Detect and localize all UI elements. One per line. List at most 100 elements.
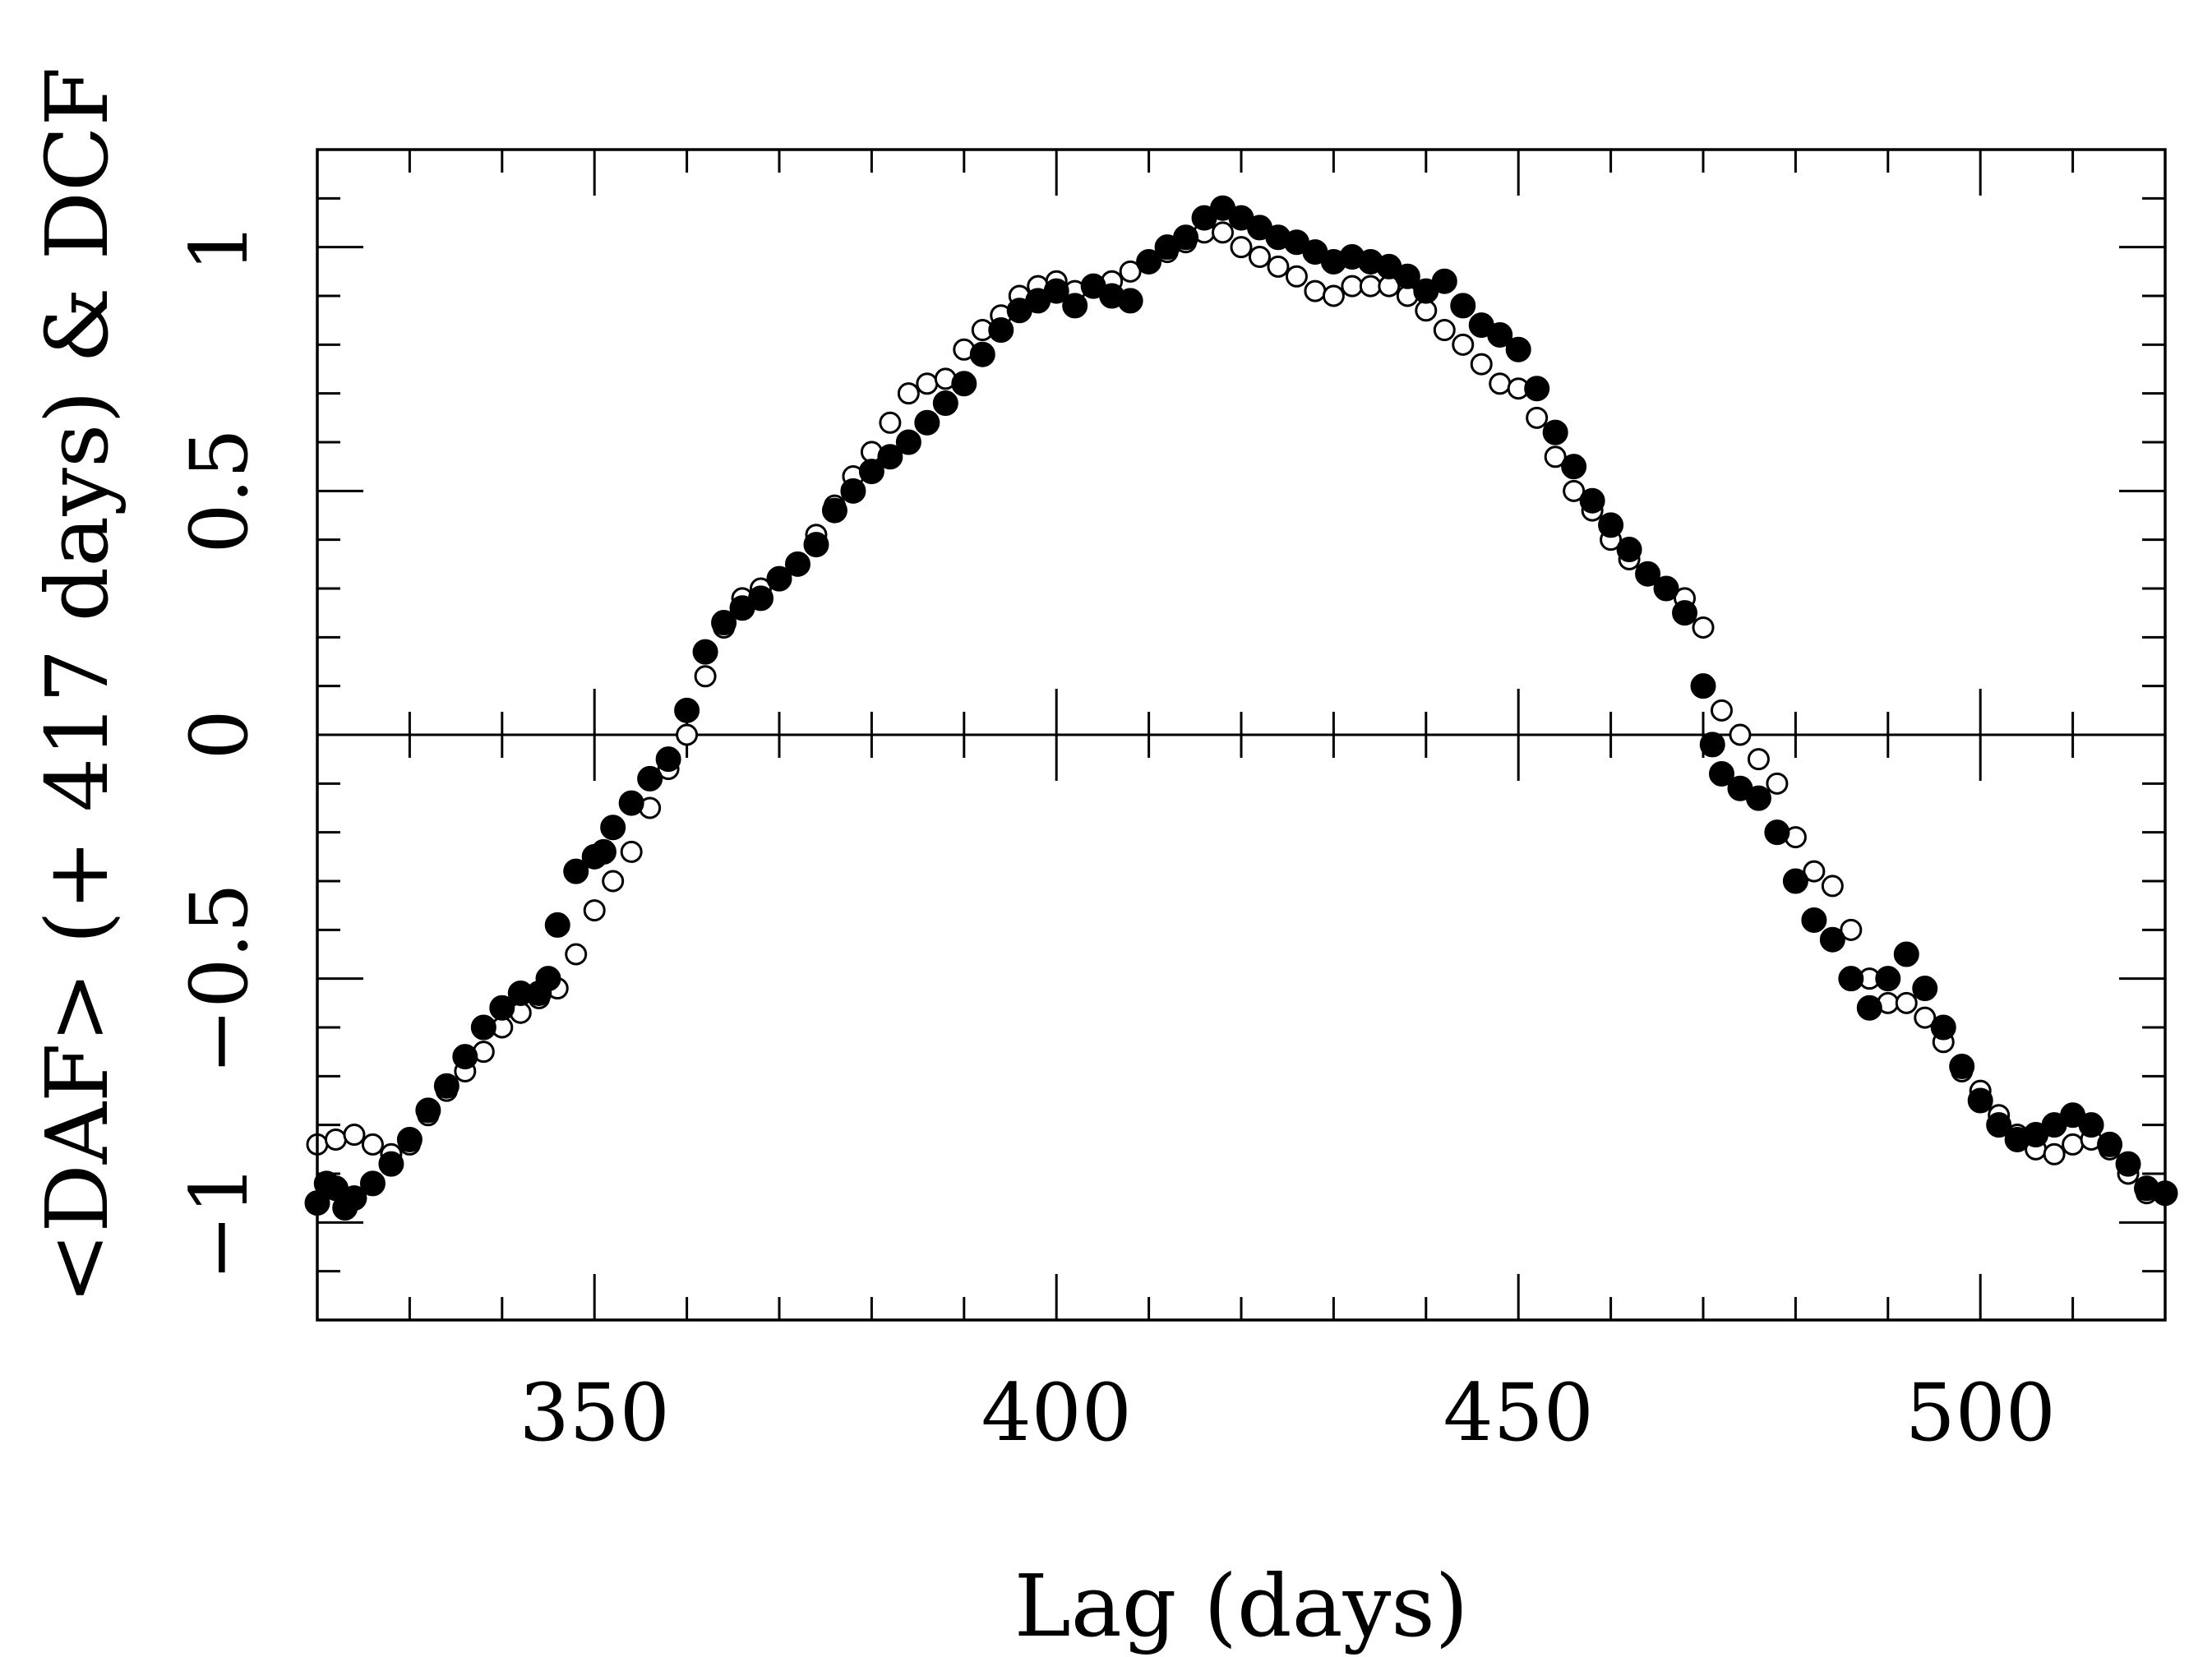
- open-data-point: [1692, 616, 1715, 639]
- filled-data-point: [1856, 995, 1882, 1021]
- filled-data-point: [1764, 819, 1790, 846]
- filled-data-point: [1598, 512, 1624, 538]
- filled-data-point: [1616, 537, 1642, 563]
- filled-data-point: [1819, 926, 1845, 953]
- filled-data-point: [452, 1044, 478, 1070]
- open-data-point: [1710, 699, 1733, 722]
- open-data-point: [361, 1133, 384, 1156]
- filled-data-point: [1893, 941, 1919, 967]
- open-data-point: [1433, 319, 1456, 342]
- filled-data-point: [563, 858, 589, 884]
- y-tick-label: 0: [173, 709, 266, 759]
- filled-data-point: [2115, 1151, 2141, 1177]
- filled-data-point: [914, 409, 940, 436]
- filled-data-point: [1487, 321, 1513, 348]
- open-data-point: [565, 943, 588, 966]
- open-data-point: [1914, 1006, 1937, 1029]
- open-data-point: [676, 723, 699, 746]
- filled-data-point: [821, 497, 847, 524]
- filled-data-point: [1043, 278, 1069, 304]
- filled-data-point: [1699, 732, 1725, 758]
- filled-data-point: [932, 390, 958, 417]
- open-data-point: [916, 372, 939, 395]
- open-data-point: [1285, 265, 1308, 288]
- filled-data-point: [2078, 1112, 2104, 1138]
- filled-data-point: [1136, 248, 1162, 275]
- open-data-point: [897, 382, 920, 405]
- filled-data-point: [692, 639, 718, 665]
- open-data-point: [1359, 275, 1382, 298]
- open-data-point: [620, 840, 643, 863]
- filled-data-point: [1838, 966, 1864, 992]
- filled-data-point: [1542, 419, 1568, 445]
- filled-data-point: [489, 995, 515, 1021]
- filled-data-point: [1986, 1112, 2012, 1138]
- open-data-point: [1840, 918, 1863, 941]
- filled-data-point: [1745, 785, 1771, 811]
- filled-data-point: [1912, 976, 1938, 1002]
- filled-data-point: [470, 1014, 496, 1041]
- filled-data-point: [600, 815, 626, 841]
- filled-data-point: [341, 1185, 367, 1212]
- filled-data-point: [1394, 263, 1420, 289]
- open-data-point: [1747, 748, 1770, 771]
- open-data-point: [1212, 221, 1235, 244]
- filled-data-point: [1524, 376, 1550, 402]
- filled-data-point: [1635, 561, 1661, 587]
- filled-data-point: [951, 371, 977, 397]
- filled-data-point: [840, 478, 866, 504]
- open-data-point: [602, 870, 625, 893]
- filled-data-point: [1782, 868, 1808, 894]
- filled-data-point: [1431, 268, 1457, 294]
- filled-data-point: [535, 966, 561, 992]
- x-tick-label: 350: [520, 1367, 670, 1459]
- x-tick-label: 500: [1905, 1367, 2056, 1459]
- open-data-point: [583, 899, 606, 922]
- x-tick-label: 400: [981, 1367, 1132, 1459]
- filled-data-point: [1505, 336, 1531, 362]
- y-tick-label: −1: [173, 1165, 266, 1281]
- x-axis-label: Lag (days): [1014, 1556, 1469, 1656]
- filled-data-point: [1930, 1014, 1956, 1041]
- open-data-point: [1230, 236, 1253, 259]
- open-data-point: [1470, 353, 1493, 376]
- points-layer: [304, 195, 2178, 1221]
- open-data-point: [1267, 255, 1290, 278]
- open-data-point: [1248, 246, 1271, 269]
- y-axis-label: <DAF> (+ 417 days) & DCF: [27, 67, 127, 1304]
- filled-data-point: [969, 341, 995, 367]
- open-data-point: [1119, 260, 1142, 283]
- y-tick-label: 0.5: [173, 428, 266, 554]
- filled-data-point: [766, 565, 792, 592]
- open-data-point: [1526, 406, 1549, 429]
- filled-data-point: [1949, 1053, 1975, 1079]
- x-tick-labels: 350 400 450 500: [520, 1367, 2056, 1459]
- open-data-point: [1821, 875, 1844, 898]
- filled-data-point: [1117, 288, 1143, 314]
- open-data-point: [1489, 372, 1512, 395]
- filled-data-point: [1062, 293, 1088, 319]
- y-tick-label: −0.5: [173, 883, 266, 1074]
- open-data-point: [1544, 445, 1567, 468]
- filled-data-point: [1801, 907, 1827, 933]
- filled-data-point: [415, 1097, 441, 1124]
- open-data-point: [1341, 275, 1364, 298]
- open-data-point: [879, 411, 902, 434]
- filled-data-point: [1690, 673, 1716, 699]
- filled-data-point: [674, 697, 700, 723]
- filled-data-point: [858, 459, 884, 485]
- open-data-point: [1563, 479, 1586, 502]
- filled-data-point: [895, 429, 921, 455]
- open-data-point: [1452, 333, 1475, 356]
- open-data-point: [2062, 1133, 2085, 1156]
- filled-data-point: [1173, 224, 1199, 251]
- filled-data-point: [1653, 575, 1679, 602]
- y-tick-label: 1: [173, 222, 266, 272]
- filled-data-point: [2097, 1131, 2123, 1157]
- filled-data-point: [1450, 293, 1476, 319]
- filled-data-point: [618, 790, 644, 816]
- open-data-point: [1895, 991, 1918, 1014]
- open-data-point: [343, 1124, 366, 1147]
- open-data-point: [694, 665, 717, 688]
